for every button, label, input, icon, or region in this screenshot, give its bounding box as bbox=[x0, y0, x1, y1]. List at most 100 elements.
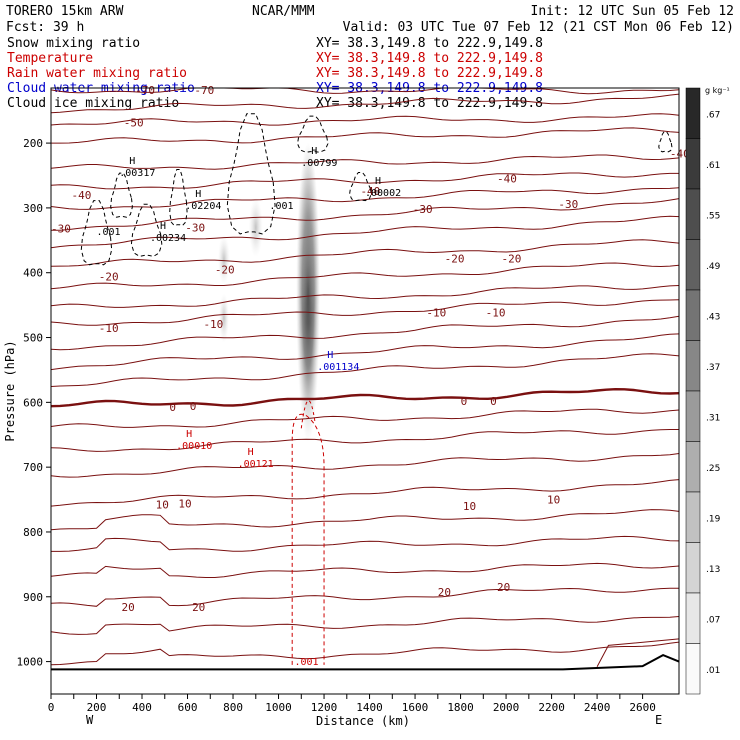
temperature-label: -70 bbox=[194, 84, 214, 97]
field-label: Cloud ice mixing ratio bbox=[7, 96, 179, 111]
colorbar-swatch bbox=[685, 239, 701, 291]
ice-contour bbox=[80, 200, 113, 266]
temperature-label: -30 bbox=[558, 198, 578, 211]
y-tick-label: 800 bbox=[23, 526, 43, 539]
y-tick-label: 700 bbox=[23, 461, 43, 474]
snow-shading bbox=[217, 142, 321, 443]
colorbar-label: .13 bbox=[706, 565, 720, 575]
maximum-marker: H bbox=[311, 146, 317, 157]
valid-time: Valid: 03 UTC Tue 07 Feb 12 (21 CST Mon … bbox=[343, 20, 734, 35]
colorbar-label: .55 bbox=[706, 211, 720, 221]
model-title: TORERO 15km ARW bbox=[6, 4, 124, 19]
isotherm bbox=[50, 87, 680, 95]
x-tick-label: 2000 bbox=[493, 701, 520, 714]
x-tick-label: 1000 bbox=[265, 701, 292, 714]
maximum-marker: H bbox=[129, 156, 135, 167]
y-tick-label: 500 bbox=[23, 332, 43, 345]
temperature-label: -10 bbox=[486, 306, 506, 319]
colorbar-swatch bbox=[685, 87, 701, 139]
plot-frame bbox=[50, 87, 680, 695]
isotherm bbox=[50, 215, 680, 249]
maximum-value: .00121 bbox=[238, 459, 274, 470]
maximum-marker: H bbox=[327, 350, 333, 361]
temperature-label: -20 bbox=[502, 252, 522, 265]
x-axis-label: Distance (km) bbox=[316, 714, 410, 728]
x-tick-label: 2200 bbox=[538, 701, 565, 714]
colorbar-label: .19 bbox=[706, 514, 721, 524]
isotherm bbox=[50, 262, 680, 290]
isotherm bbox=[50, 479, 680, 507]
contour-value-label: .001 bbox=[294, 657, 318, 668]
isotherm bbox=[50, 562, 680, 578]
snow-patch bbox=[218, 293, 229, 344]
temperature-label: -40 bbox=[360, 185, 380, 198]
snow-patch bbox=[217, 234, 230, 285]
isotherm bbox=[50, 387, 680, 408]
temperature-label: -10 bbox=[203, 318, 223, 331]
ice-contour bbox=[110, 172, 133, 218]
x-tick-label: 800 bbox=[223, 701, 243, 714]
temperature-label: 0 bbox=[461, 395, 468, 408]
temperature-label: -30 bbox=[51, 223, 71, 236]
temperature-label: -70 bbox=[135, 84, 155, 97]
maximum-value: .001134 bbox=[317, 362, 359, 373]
colorbar-label: .37 bbox=[706, 363, 720, 373]
maximum-marker: H bbox=[195, 189, 201, 200]
colorbar: .67 .61 .55 .49 .43 .37 .31 .25 .19 .13 .07 .01 bbox=[685, 87, 721, 695]
isotherm bbox=[50, 509, 680, 531]
y-axis-label: Pressure (hPa) bbox=[3, 340, 17, 441]
init-time: Init: 12 UTC Sun 05 Feb 12 bbox=[531, 4, 735, 19]
temperature-label: 10 bbox=[156, 499, 169, 512]
x-tick-label: 1800 bbox=[447, 701, 474, 714]
isotherm bbox=[50, 187, 680, 210]
colorbar-label: .43 bbox=[706, 312, 720, 322]
colorbar-label: .25 bbox=[706, 464, 720, 474]
y-tick-label: 600 bbox=[23, 396, 43, 409]
temperature-label: -40 bbox=[670, 147, 690, 160]
field-xy: XY= 38.3,149.8 to 222.9,149.8 bbox=[316, 51, 543, 66]
y-tick-label: 900 bbox=[23, 591, 43, 604]
rain-contour bbox=[300, 400, 316, 429]
colorbar-swatch bbox=[685, 340, 701, 392]
isotherm bbox=[50, 408, 680, 428]
maximum-value: .00234 bbox=[150, 233, 186, 244]
temperature-label: -10 bbox=[99, 322, 119, 335]
temperature-label: -30 bbox=[413, 203, 433, 216]
isotherm bbox=[50, 453, 680, 478]
temperature-label: -10 bbox=[426, 306, 446, 319]
temperature-label: 20 bbox=[192, 601, 205, 614]
y-tick-label: 200 bbox=[23, 137, 43, 150]
isotherm bbox=[50, 641, 680, 666]
contour-value-label: .001 bbox=[269, 201, 293, 212]
colorbar-label: .67 bbox=[706, 110, 720, 120]
colorbar-label: .61 bbox=[706, 161, 720, 171]
maximum-marker: H bbox=[375, 176, 381, 187]
colorbar-label: .49 bbox=[706, 262, 721, 272]
maximum-value: .00002 bbox=[365, 188, 401, 199]
ice-contour bbox=[658, 131, 673, 153]
temperature-label: -40 bbox=[71, 189, 91, 202]
temperature-label: 0 bbox=[490, 395, 497, 408]
x-tick-label: 1600 bbox=[402, 701, 429, 714]
maximum-marker: H bbox=[186, 429, 192, 440]
temperature-label: 10 bbox=[463, 500, 476, 513]
colorbar-swatch bbox=[685, 441, 701, 493]
ice-contour bbox=[226, 113, 276, 235]
maximum-value: .00010 bbox=[176, 441, 212, 452]
contour-value-label: .001 bbox=[97, 227, 121, 238]
field-xy: XY= 38.3,149.8 to 222.9,149.8 bbox=[316, 96, 543, 111]
x-tick-label: 1200 bbox=[311, 701, 338, 714]
temperature-label: -30 bbox=[185, 221, 205, 234]
ice-contour bbox=[130, 203, 163, 257]
colorbar-label: .31 bbox=[706, 413, 720, 423]
y-axis: 200 300 400 500 600 700 800 900 1000 bbox=[17, 137, 51, 669]
temperature-contours bbox=[50, 87, 680, 666]
maximum-value: .00317 bbox=[119, 168, 155, 179]
colorbar-label: .07 bbox=[706, 615, 720, 625]
temperature-label: 10 bbox=[547, 494, 560, 507]
y-tick-label: 1000 bbox=[17, 656, 44, 669]
colorbar-swatch bbox=[685, 138, 701, 190]
terrain bbox=[51, 654, 680, 671]
maximum-marker: H bbox=[248, 447, 254, 458]
isotherm bbox=[50, 172, 679, 190]
